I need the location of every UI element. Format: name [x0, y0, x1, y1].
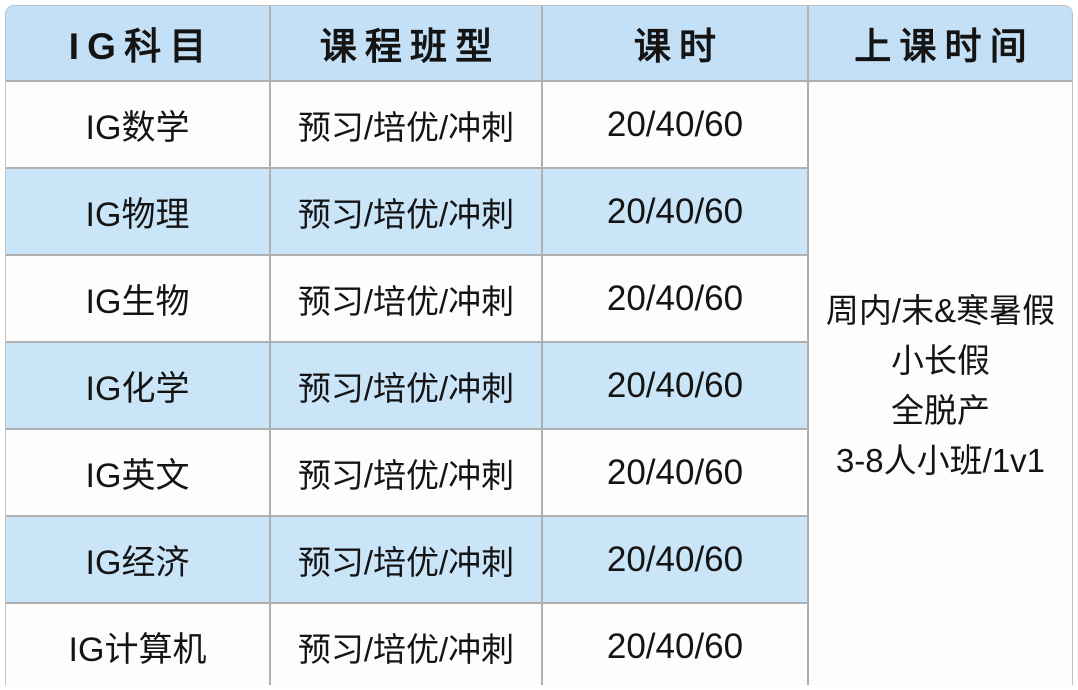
table-row-cell-class-type: 预习/培优/冲刺 [271, 256, 541, 341]
schedule-line: 全脱产 [891, 392, 990, 429]
table-row-cell-hours: 20/40/60 [543, 169, 807, 254]
course-table-frame: IG科目 课程班型 课时 上课时间 IG数学 预习/培优/冲刺 20/40/60… [5, 5, 1073, 685]
table-row-cell-class-type: 预习/培优/冲刺 [271, 343, 541, 428]
header-hours: 课时 [543, 6, 807, 80]
schedule-line: 周内/末&寒暑假 [825, 291, 1056, 329]
table-row-cell-hours: 20/40/60 [543, 604, 807, 685]
table-row-cell-class-type: 预习/培优/冲刺 [271, 430, 541, 515]
schedule-line: 小长假 [891, 341, 990, 379]
table-row-cell-hours: 20/40/60 [543, 343, 807, 428]
header-subject: IG科目 [6, 6, 269, 80]
table-row-cell-class-type: 预习/培优/冲刺 [271, 604, 541, 685]
schedule-line: 3-8人小班/1v1 [835, 442, 1046, 480]
header-class-type: 课程班型 [271, 6, 541, 80]
table-row-cell-hours: 20/40/60 [543, 430, 807, 515]
table-row-cell-hours: 20/40/60 [543, 517, 807, 602]
table-row-cell-class-type: 预习/培优/冲刺 [271, 517, 541, 602]
table-row-cell-subject: IG生物 [6, 256, 269, 341]
table-row-cell-subject: IG经济 [6, 517, 269, 602]
ig-course-table: IG科目 课程班型 课时 上课时间 IG数学 预习/培优/冲刺 20/40/60… [6, 6, 1072, 685]
table-row-cell-hours: 20/40/60 [543, 82, 807, 167]
header-schedule: 上课时间 [809, 6, 1072, 80]
table-row-cell-subject: IG数学 [6, 82, 269, 167]
table-row-cell-subject: IG物理 [6, 169, 269, 254]
table-row-cell-hours: 20/40/60 [543, 256, 807, 341]
schedule-merged-cell: 周内/末&寒暑假 小长假 全脱产 3-8人小班/1v1 [809, 82, 1072, 685]
table-row-cell-subject: IG英文 [6, 430, 269, 515]
table-row-cell-subject: IG化学 [6, 343, 269, 428]
table-row-cell-class-type: 预习/培优/冲刺 [271, 82, 541, 167]
table-row-cell-subject: IG计算机 [6, 604, 269, 685]
table-row-cell-class-type: 预习/培优/冲刺 [271, 169, 541, 254]
